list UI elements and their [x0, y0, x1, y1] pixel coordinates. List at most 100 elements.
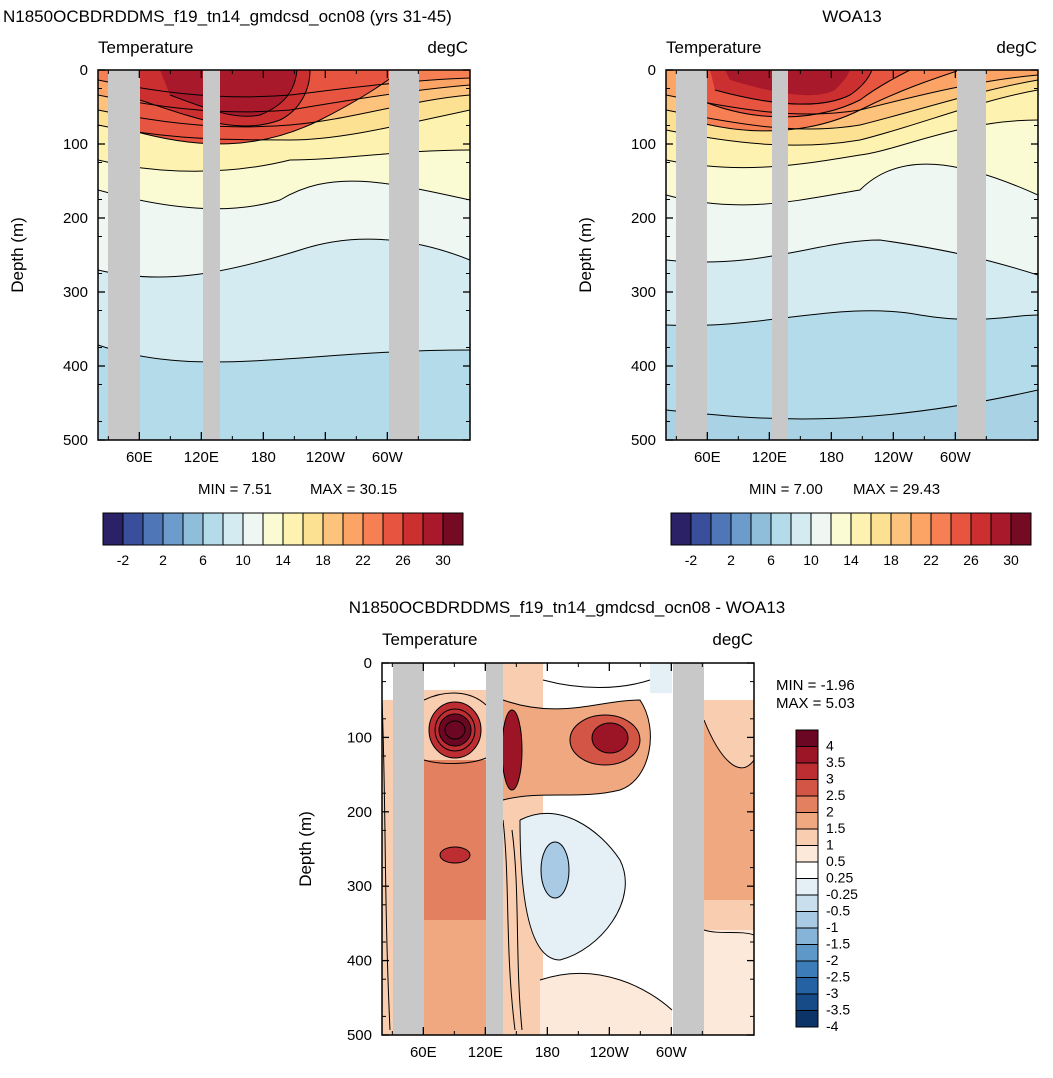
colorbar-swatch	[402, 512, 424, 546]
y-tick-label: 400	[63, 358, 88, 375]
colorbar-swatch	[790, 512, 812, 546]
colorbar-label: -1	[826, 919, 839, 935]
colorbar-swatch	[795, 812, 819, 830]
y-tick-label: 0	[648, 62, 656, 79]
min-label: MIN = -1.96	[776, 677, 855, 694]
colorbar-swatch	[302, 512, 324, 546]
x-tick-label: 180	[535, 1044, 560, 1061]
colorbar-label: 2.5	[826, 787, 846, 803]
x-tick-label: 120E	[184, 449, 219, 466]
y-axis-label: Depth (m)	[576, 217, 595, 293]
x-tick-label: 120W	[306, 449, 346, 466]
y-tick-label: 300	[347, 878, 372, 895]
colorbar-label: 26	[395, 552, 411, 568]
land-mask	[393, 663, 424, 1035]
x-tick-label: 120E	[468, 1044, 503, 1061]
max-label: MAX = 29.43	[853, 481, 940, 498]
colorbar-swatch	[1010, 512, 1032, 546]
land-mask	[957, 70, 986, 440]
colorbar-swatch	[362, 512, 384, 546]
colorbar-swatch	[162, 512, 184, 546]
colorbar-label: -3.5	[826, 1002, 850, 1018]
colorbar-swatch	[422, 512, 444, 546]
panel-obs-units: degC	[996, 38, 1037, 57]
colorbar: -2 2 6 10 14 18 22 26 30	[102, 512, 464, 568]
colorbar-swatch	[182, 512, 204, 546]
x-tick-label: 60E	[410, 1044, 437, 1061]
colorbar-swatch	[670, 512, 692, 546]
colorbar-swatch	[750, 512, 772, 546]
x-tick-label: 60E	[694, 449, 721, 466]
colorbar-swatch	[710, 512, 732, 546]
plot-frame	[97, 69, 471, 441]
colorbar-label: -2	[117, 552, 130, 568]
min-label: MIN = 7.51	[198, 481, 272, 498]
colorbar-label: -3	[826, 985, 839, 1001]
colorbar-label: 18	[883, 552, 899, 568]
colorbar-label: 6	[199, 552, 207, 568]
colorbar-label: 22	[355, 552, 371, 568]
panel-difference: N1850OCBDRDDMS_f19_tn14_gmdcsd_ocn08 - W…	[296, 598, 858, 1061]
colorbar-swatch	[970, 512, 992, 546]
colorbar-swatch	[795, 746, 819, 764]
colorbar-swatch	[930, 512, 952, 546]
x-tick-label: 180	[251, 449, 276, 466]
colorbar-label: 2	[727, 552, 735, 568]
colorbar-swatch	[242, 512, 264, 546]
colorbar-swatch	[102, 512, 124, 546]
colorbar-swatch	[222, 512, 244, 546]
panel-model-variable: Temperature	[98, 38, 193, 57]
colorbar-label: -0.25	[826, 886, 858, 902]
colorbar-label: 10	[235, 552, 251, 568]
x-tick-label: 180	[819, 449, 844, 466]
colorbar-label: 30	[1003, 552, 1019, 568]
colorbar-swatch	[342, 512, 364, 546]
colorbar-label: 1.5	[826, 820, 846, 836]
colorbar-swatch	[262, 512, 284, 546]
colorbar-swatch	[795, 993, 819, 1011]
colorbar-swatch	[795, 977, 819, 995]
y-tick-label: 300	[63, 284, 88, 301]
plot-frame	[381, 662, 755, 1036]
panel-obs: WOA13 Temperature degC	[576, 7, 1039, 568]
land-mask	[389, 70, 419, 440]
colorbar-swatch	[202, 512, 224, 546]
colorbar-swatch	[142, 512, 164, 546]
max-label: MAX = 30.15	[310, 481, 397, 498]
colorbar-swatch	[950, 512, 972, 546]
colorbar-swatch	[442, 512, 464, 546]
colorbar-label: -2	[685, 552, 698, 568]
colorbar-label: 0.25	[826, 870, 853, 886]
colorbar-label: 22	[923, 552, 939, 568]
panel-obs-variable: Temperature	[666, 38, 761, 57]
colorbar-label: 3.5	[826, 754, 846, 770]
panel-obs-field	[666, 70, 1038, 440]
colorbar-swatch	[795, 779, 819, 797]
x-tick-label: 60W	[940, 449, 972, 466]
colorbar-swatch	[795, 911, 819, 929]
colorbar-swatch	[795, 894, 819, 912]
colorbar-label: 14	[275, 552, 291, 568]
x-tick-label: 60E	[126, 449, 153, 466]
colorbar-swatch	[795, 861, 819, 879]
y-tick-label: 0	[80, 62, 88, 79]
colorbar-swatch	[850, 512, 872, 546]
colorbar-swatch	[830, 512, 852, 546]
colorbar-swatch	[690, 512, 712, 546]
max-label: MAX = 5.03	[776, 695, 855, 712]
y-tick-label: 100	[63, 136, 88, 153]
colorbar-swatch	[795, 960, 819, 978]
y-tick-label: 500	[631, 432, 656, 449]
land-mask	[673, 663, 704, 1035]
panel-model: N1850OCBDRDDMS_f19_tn14_gmdcsd_ocn08 (yr…	[3, 7, 471, 568]
colorbar-label: -4	[826, 1018, 839, 1034]
colorbar-swatch	[810, 512, 832, 546]
x-tick-label: 120W	[590, 1044, 630, 1061]
y-tick-label: 200	[631, 210, 656, 227]
y-tick-label: 400	[347, 953, 372, 970]
panel-model-title: N1850OCBDRDDMS_f19_tn14_gmdcsd_ocn08 (yr…	[3, 7, 452, 26]
colorbar-label: 14	[843, 552, 859, 568]
colorbar-label: 6	[767, 552, 775, 568]
colorbar: -2 2 6 10 14 18 22 26 30	[670, 512, 1032, 568]
